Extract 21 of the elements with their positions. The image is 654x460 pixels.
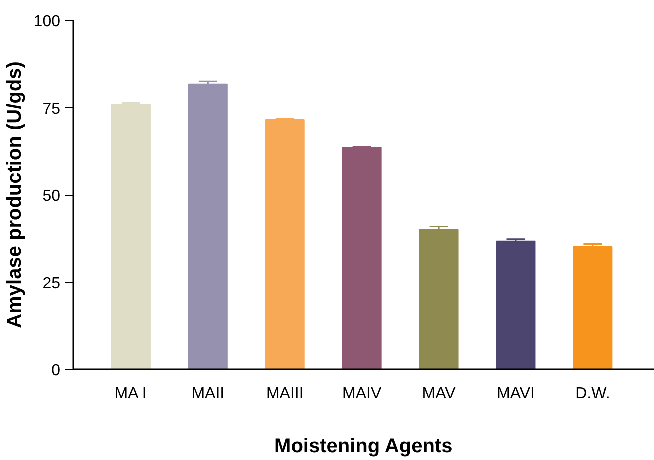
bar bbox=[111, 104, 151, 370]
x-tick-label: MAIII bbox=[266, 386, 304, 402]
y-tick-label: 0 bbox=[52, 362, 61, 380]
bar bbox=[342, 147, 382, 370]
y-tick-label: 100 bbox=[34, 14, 61, 30]
y-tick-label: 50 bbox=[42, 188, 61, 205]
x-tick-label: MAVI bbox=[497, 386, 535, 402]
bar bbox=[573, 246, 613, 370]
bar bbox=[496, 240, 536, 370]
bar bbox=[188, 84, 228, 370]
x-tick-label: MAV bbox=[422, 386, 456, 402]
y-tick-label: 25 bbox=[42, 275, 61, 292]
x-tick-label: MAIV bbox=[342, 386, 382, 402]
x-tick-label: MA I bbox=[114, 386, 147, 402]
x-tick-label: D.W. bbox=[576, 386, 610, 402]
bar bbox=[419, 229, 459, 370]
y-axis-title: Amylase production (U/gds) bbox=[4, 62, 26, 328]
x-tick-label: MAII bbox=[192, 386, 225, 402]
bar bbox=[265, 119, 305, 370]
y-tick-label: 75 bbox=[42, 100, 61, 118]
x-axis-title: Moistening Agents bbox=[274, 436, 453, 458]
